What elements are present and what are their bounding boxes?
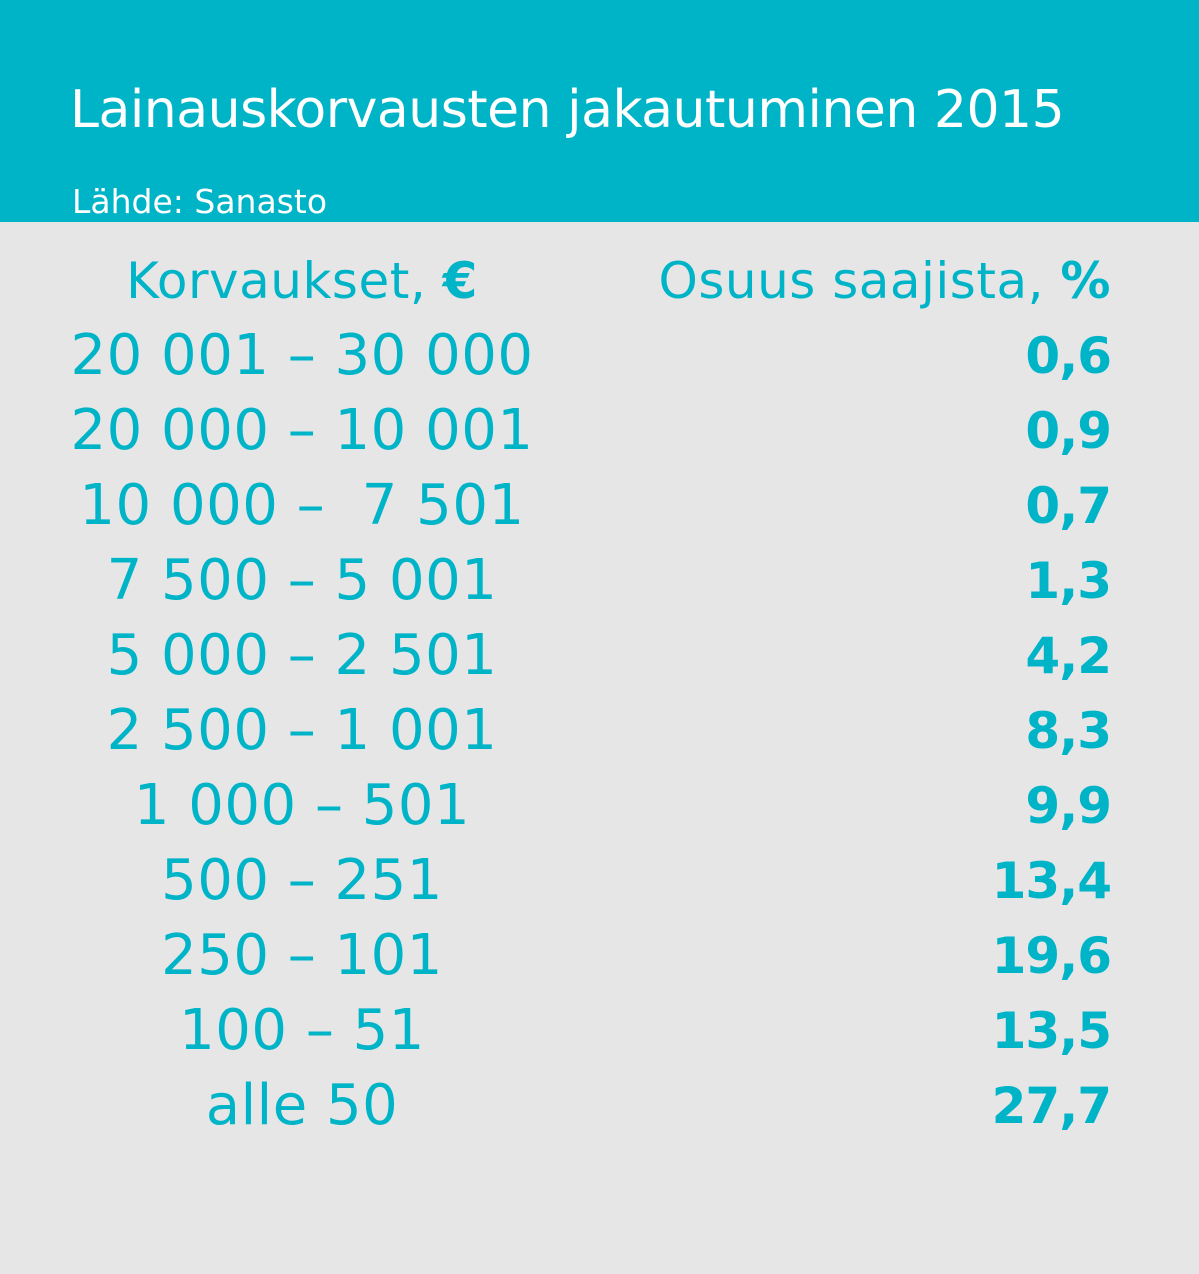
table-row: 100 – 51 13,5 (0, 1000, 1199, 1075)
table-row: 2 500 – 1 001 8,3 (0, 700, 1199, 775)
column-header-korvaukset-label: Korvaukset, (126, 252, 443, 310)
table-row: 1 000 – 501 9,9 (0, 775, 1199, 850)
column-header-osuus-unit: % (1060, 252, 1111, 310)
table-row: 10 000 – 7 501 0,7 (0, 475, 1199, 550)
column-header-korvaukset: Korvaukset, € (0, 250, 604, 312)
share-cell: 8,3 (1025, 702, 1112, 760)
range-cell: 20 000 – 10 001 (70, 398, 534, 463)
column-header-osuus: Osuus saajista, % (658, 250, 1111, 312)
range-cell: 7 500 – 5 001 (106, 548, 498, 613)
range-cell: 1 000 – 501 (133, 773, 471, 838)
column-header-osuus-label: Osuus saajista, (658, 252, 1061, 310)
range-cell: 2 500 – 1 001 (106, 698, 498, 763)
range-cell: 250 – 101 (161, 923, 443, 988)
title-banner: Lainauskorvausten jakautuminen 2015 Lähd… (0, 0, 1199, 222)
table-row: 7 500 – 5 001 1,3 (0, 550, 1199, 625)
share-cell: 19,6 (991, 927, 1112, 985)
share-cell: 0,6 (1025, 327, 1112, 385)
range-cell: 100 – 51 (179, 998, 425, 1063)
range-cell: 5 000 – 2 501 (106, 623, 498, 688)
share-cell: 4,2 (1025, 627, 1112, 685)
table-row: 5 000 – 2 501 4,2 (0, 625, 1199, 700)
range-cell: 20 001 – 30 000 (70, 323, 534, 388)
table-row: alle 50 27,7 (0, 1075, 1199, 1150)
range-cell: alle 50 (205, 1073, 399, 1138)
column-header-korvaukset-unit: € (442, 252, 478, 310)
chart-title: Lainauskorvausten jakautuminen 2015 (70, 80, 1065, 140)
share-cell: 1,3 (1025, 552, 1112, 610)
chart-source: Lähde: Sanasto (72, 182, 328, 221)
share-cell: 0,7 (1025, 477, 1112, 535)
table-body: 20 001 – 30 000 0,6 20 000 – 10 001 0,9 … (0, 325, 1199, 1150)
range-cell: 500 – 251 (161, 848, 443, 913)
table-row: 500 – 251 13,4 (0, 850, 1199, 925)
share-cell: 9,9 (1025, 777, 1112, 835)
share-cell: 27,7 (991, 1077, 1112, 1135)
share-cell: 13,5 (991, 1002, 1112, 1060)
table-row: 20 001 – 30 000 0,6 (0, 325, 1199, 400)
table-row: 250 – 101 19,6 (0, 925, 1199, 1000)
table-row: 20 000 – 10 001 0,9 (0, 400, 1199, 475)
range-cell: 10 000 – 7 501 (79, 473, 525, 538)
share-cell: 13,4 (991, 852, 1112, 910)
share-cell: 0,9 (1025, 402, 1112, 460)
